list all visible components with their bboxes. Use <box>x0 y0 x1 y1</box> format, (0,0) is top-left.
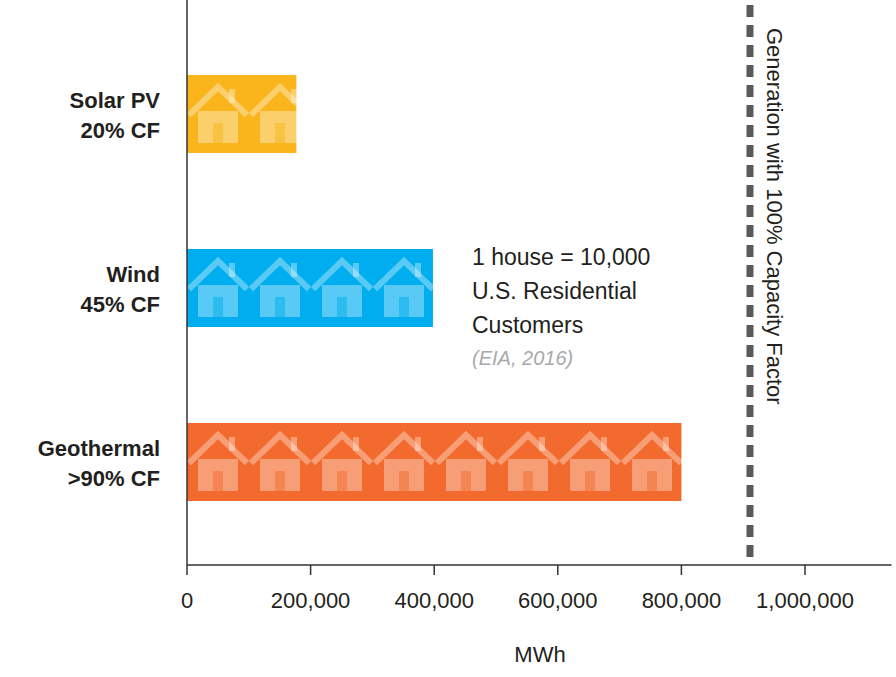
bar <box>187 75 296 153</box>
chart: Solar PV 20% CF Wind 45% CF Geothermal >90% C… <box>0 0 896 677</box>
category-label: Wind <box>106 262 160 287</box>
category-sublabel: 45% CF <box>81 292 160 317</box>
x-tick <box>186 565 188 575</box>
category-sublabel: >90% CF <box>68 466 160 491</box>
annotation-source: (EIA, 2016) <box>472 347 573 369</box>
x-tick-label: 0 <box>181 588 193 613</box>
x-tick <box>557 565 559 575</box>
bars <box>187 75 681 501</box>
annotation-line: Customers <box>472 312 583 338</box>
x-axis-line <box>187 564 892 566</box>
category-label: Solar PV <box>70 88 161 113</box>
annotation-line: 1 house = 10,000 <box>472 244 650 270</box>
reference-line <box>746 5 753 565</box>
x-tick-label: 800,000 <box>642 588 722 613</box>
y-axis-line <box>186 0 188 565</box>
x-tick <box>433 565 435 575</box>
annotation-line: U.S. Residential <box>472 278 637 304</box>
x-tick <box>681 565 683 575</box>
x-tick-label: 600,000 <box>518 588 598 613</box>
category-sublabel: 20% CF <box>81 118 160 143</box>
reference-label: Generation with 100% Capacity Factor <box>762 28 787 405</box>
x-tick <box>310 565 312 575</box>
x-axis-label: MWh <box>514 642 565 667</box>
x-tick <box>804 565 806 575</box>
category-label: Geothermal <box>38 436 160 461</box>
bar <box>187 423 681 501</box>
x-tick-label: 1,000,000 <box>756 588 854 613</box>
x-tick-label: 200,000 <box>271 588 351 613</box>
bar <box>187 249 433 327</box>
x-tick-label: 400,000 <box>394 588 474 613</box>
